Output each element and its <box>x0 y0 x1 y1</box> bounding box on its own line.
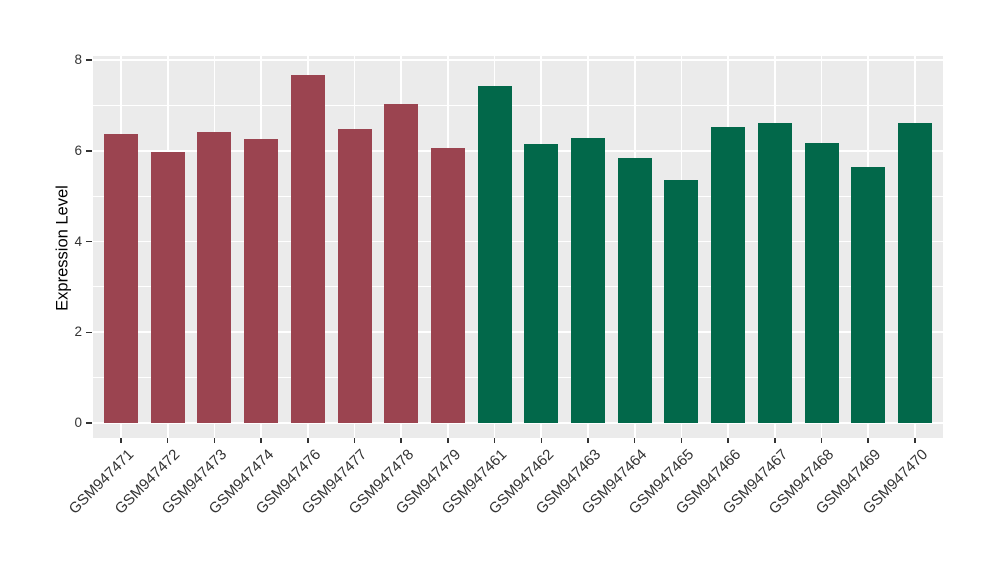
bar-gsm947472 <box>150 152 185 423</box>
gridline-minor-horizontal <box>93 286 943 288</box>
bar-gsm947476 <box>290 74 325 423</box>
gridline-minor-horizontal <box>93 195 943 197</box>
gridline-minor-horizontal <box>93 377 943 379</box>
y-tick-mark <box>86 422 92 424</box>
bar-gsm947461 <box>477 85 512 423</box>
x-tick-mark <box>260 438 262 443</box>
y-tick-label: 6 <box>74 142 82 158</box>
x-tick-mark <box>493 438 496 443</box>
bar-gsm947470 <box>897 122 932 423</box>
x-tick-mark <box>633 438 636 443</box>
bar-gsm947477 <box>337 128 372 423</box>
y-tick-mark <box>86 331 92 334</box>
bar-gsm947473 <box>197 132 232 423</box>
gridline-major-horizontal <box>93 240 943 243</box>
x-tick-mark <box>447 438 449 443</box>
bar-gsm947469 <box>851 167 886 423</box>
y-tick-mark <box>86 240 92 243</box>
x-tick-mark <box>727 438 729 443</box>
x-tick-mark <box>914 438 916 443</box>
x-tick-mark <box>353 438 356 443</box>
y-tick-label: 8 <box>74 52 82 68</box>
plot-panel <box>93 56 943 438</box>
x-tick-mark <box>680 438 683 443</box>
y-tick-mark <box>86 59 92 61</box>
x-tick-mark <box>213 438 216 443</box>
x-tick-mark <box>307 438 309 443</box>
gridline-major-horizontal <box>93 150 943 152</box>
x-tick-mark <box>774 438 776 443</box>
x-tick-mark <box>820 438 823 443</box>
y-tick-label: 4 <box>74 233 82 249</box>
bar-gsm947471 <box>104 133 138 423</box>
y-tick-label: 0 <box>74 415 82 430</box>
bar-gsm947479 <box>430 148 465 423</box>
y-tick-label: 2 <box>74 324 82 340</box>
bar-gsm947462 <box>524 143 559 423</box>
gridline-major-horizontal <box>93 422 943 424</box>
x-tick-mark <box>400 438 402 443</box>
bar-gsm947468 <box>804 143 839 423</box>
bar-gsm947467 <box>757 122 792 423</box>
x-tick-mark <box>867 438 869 443</box>
y-tick-mark <box>86 150 92 152</box>
gridline-major-horizontal <box>93 331 943 334</box>
bar-gsm947466 <box>711 126 746 423</box>
bar-gsm947474 <box>244 139 279 423</box>
bar-gsm947478 <box>384 104 419 423</box>
bar-gsm947465 <box>664 180 699 423</box>
x-tick-mark <box>166 438 169 443</box>
bar-gsm947463 <box>571 138 605 423</box>
x-tick-mark <box>540 438 543 443</box>
x-tick-mark <box>587 438 589 443</box>
gridline-minor-horizontal <box>93 105 943 107</box>
gridline-major-horizontal <box>93 59 943 62</box>
bar-gsm947464 <box>617 158 652 423</box>
x-tick-mark <box>120 438 122 443</box>
